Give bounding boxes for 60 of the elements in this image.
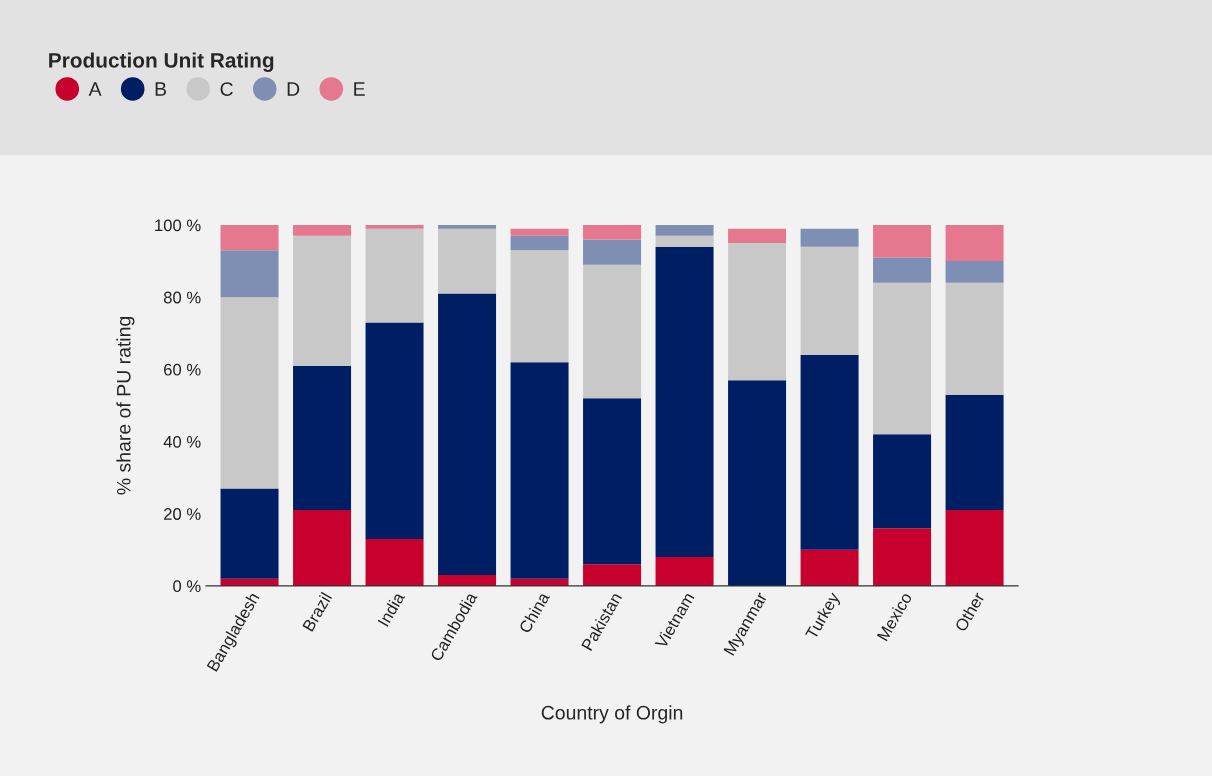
legend-label: B — [155, 82, 167, 96]
bar — [655, 235, 714, 247]
bar — [438, 293, 497, 576]
bar — [293, 365, 352, 511]
bar — [945, 510, 1004, 586]
bar — [800, 549, 859, 586]
bar — [365, 538, 424, 586]
bar — [728, 243, 787, 381]
bar — [365, 228, 424, 323]
bar — [438, 225, 497, 229]
bar — [873, 282, 932, 435]
bar — [293, 235, 352, 366]
bar — [583, 564, 642, 586]
bar — [293, 510, 352, 586]
bar — [800, 354, 859, 550]
bar — [583, 398, 642, 565]
y-tick-label: 100 % — [155, 219, 201, 232]
bar — [873, 257, 932, 283]
x-axis-title: Country of Orgin — [541, 705, 683, 724]
bar — [510, 250, 569, 363]
y-tick-label: 80 % — [163, 291, 201, 304]
bar — [728, 380, 787, 586]
y-tick-label: 0 % — [173, 580, 201, 593]
bar — [583, 264, 642, 399]
y-tick-label: 40 % — [163, 435, 201, 448]
bar — [655, 557, 714, 586]
bar — [583, 239, 642, 265]
bar — [655, 246, 714, 558]
legend-label: A — [88, 82, 102, 96]
bar — [800, 246, 859, 355]
bar — [365, 225, 424, 229]
bar — [945, 225, 1004, 262]
legend-label: D — [287, 82, 300, 96]
bar — [873, 528, 932, 586]
bar — [800, 228, 859, 247]
bar — [945, 394, 1004, 511]
bar — [365, 322, 424, 539]
bar — [220, 225, 279, 251]
legend-label: E — [354, 82, 365, 96]
bar — [945, 282, 1004, 395]
bar — [510, 362, 569, 579]
bar — [873, 434, 932, 529]
bar — [873, 225, 932, 258]
y-axis-title: % share of PU rating — [116, 317, 135, 495]
bar — [583, 225, 642, 240]
bar — [655, 225, 714, 236]
bar — [945, 261, 1004, 283]
bar — [220, 297, 279, 489]
bar — [438, 575, 497, 586]
bar — [510, 235, 569, 251]
bar — [293, 225, 352, 236]
y-tick-label: 60 % — [164, 363, 201, 376]
y-tick-label: 20 % — [164, 508, 201, 520]
bar — [438, 228, 497, 294]
legend-title: Production Unit Rating — [49, 52, 274, 72]
bar — [220, 250, 279, 298]
bar — [220, 488, 279, 579]
legend-label: C — [220, 82, 233, 96]
bar — [728, 228, 787, 244]
bar — [510, 228, 569, 236]
